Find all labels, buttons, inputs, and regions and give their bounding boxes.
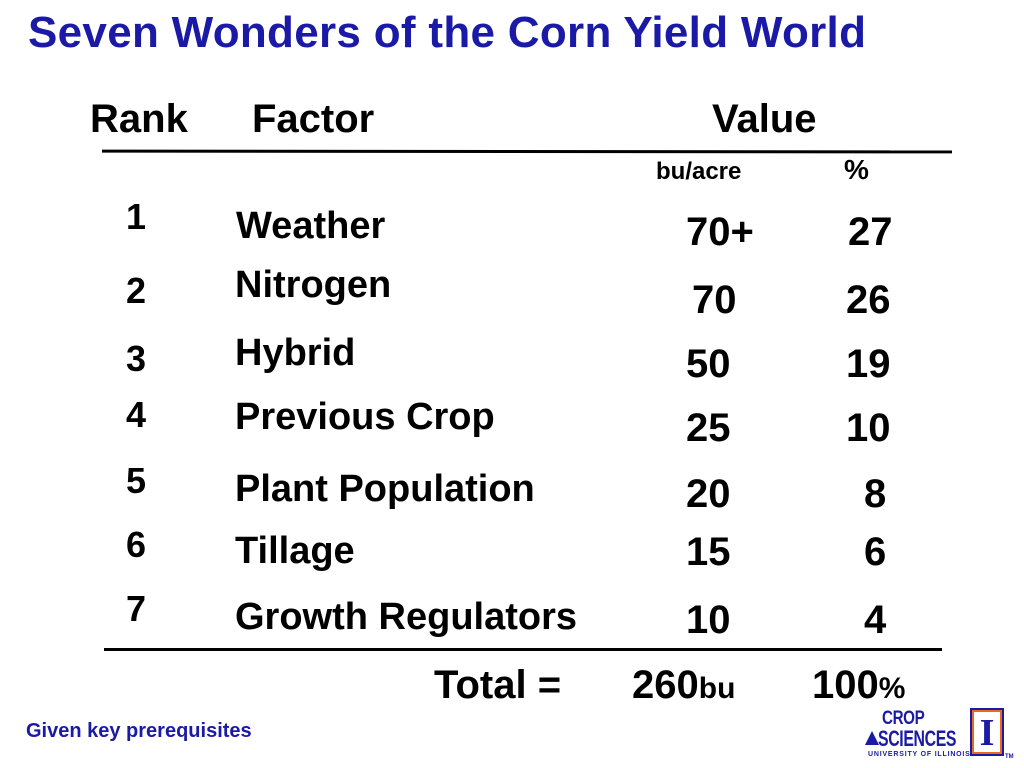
row-bu-value: 20 [686,472,731,516]
row-bu-value: 70 [692,278,737,322]
row-rank: 3 [126,338,147,379]
row-factor: Previous Crop [235,396,495,438]
unit-percent: % [844,154,869,185]
row-pct-value: 6 [864,530,887,574]
total-pct: 100% [812,663,905,708]
logo-line3: UNIVERSITY OF ILLINOIS [868,751,971,758]
row-rank: 1 [126,196,147,237]
row-rank: 2 [126,270,147,311]
footer-divider [104,648,942,651]
row-bu-value: 10 [686,598,731,642]
row-pct-value: 19 [846,342,891,386]
row-bu-value: 70+ [686,210,754,254]
row-pct-value: 10 [846,406,891,450]
total-bu-value: 260 [632,663,699,707]
header-rank: Rank [90,97,188,141]
row-factor: Growth Regulators [235,596,578,638]
row-pct-value: 8 [864,472,887,516]
row-rank: 5 [126,460,147,501]
row-factor: Tillage [235,530,355,572]
page-title: Seven Wonders of the Corn Yield World [28,8,867,57]
total-bu-unit: bu [698,672,736,705]
logo-line1: CROP [882,708,925,729]
row-factor: Weather [236,205,386,247]
row-pct-value: 26 [846,278,891,322]
row-rank: 7 [126,588,147,629]
row-rank: 4 [126,394,147,435]
block-i-letter: I [974,712,1000,754]
header-value: Value [712,97,817,141]
row-pct-value: 4 [864,598,887,642]
header-divider [101,149,953,154]
row-bu-value: 25 [686,406,731,450]
crop-sciences-logo: CROP SCIENCES UNIVERSITY OF ILLINOIS I T… [864,708,1014,764]
total-bu: 260bu [632,663,735,708]
row-bu-value: 50 [686,342,731,386]
unit-bu-per-acre: bu/acre [656,158,742,185]
header-factor: Factor [252,97,375,141]
row-factor: Plant Population [235,468,535,510]
block-i-icon: I [970,708,1004,756]
trademark: TM [1005,754,1014,760]
row-rank: 6 [126,524,147,565]
total-label: Total = [434,663,562,707]
triangle-icon [865,731,879,745]
logo-line2: SCIENCES [878,726,957,751]
row-factor: Nitrogen [235,264,392,306]
row-factor: Hybrid [235,332,356,374]
footnote: Given key prerequisites [26,720,252,742]
row-pct-value: 27 [848,210,893,254]
row-bu-value: 15 [686,530,731,574]
total-pct-value: 100 [812,663,879,707]
total-pct-unit: % [878,672,906,705]
